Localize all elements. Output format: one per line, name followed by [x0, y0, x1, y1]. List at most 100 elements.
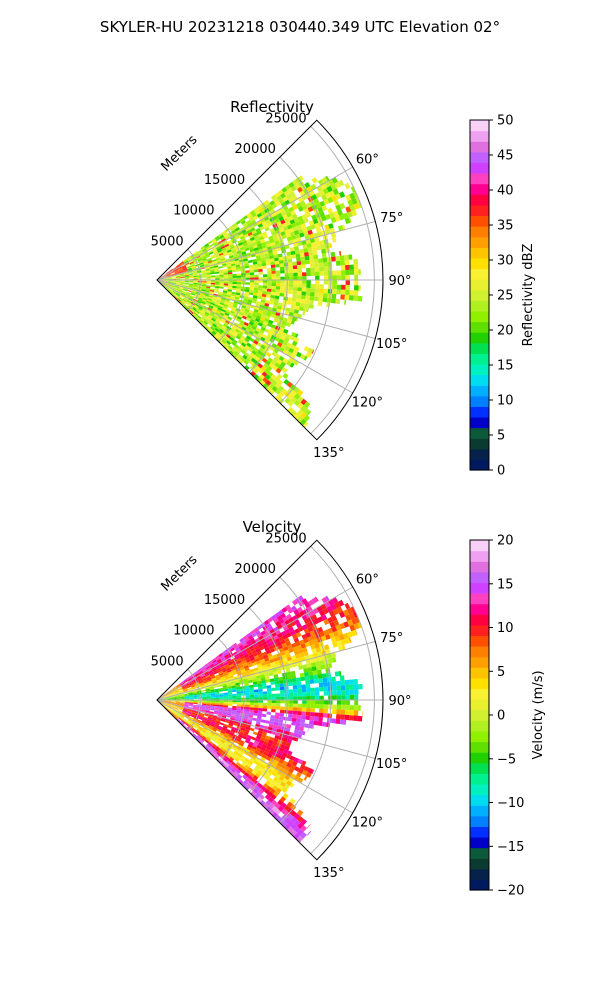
radar-gate [167, 698, 172, 700]
radar-gate [179, 691, 184, 694]
colorbar-swatch [470, 162, 489, 174]
radar-gate [297, 402, 304, 410]
radar-gate [297, 758, 304, 765]
radar-gate [236, 318, 241, 323]
radar-gate [241, 704, 246, 707]
radar-gate [242, 767, 248, 773]
radar-gate [201, 709, 206, 712]
radar-gate [232, 671, 238, 676]
radar-gate [225, 245, 231, 250]
radar-gate [200, 730, 205, 735]
radar-gate [244, 785, 250, 791]
radar-gate [294, 628, 300, 634]
radar-gate [225, 740, 230, 745]
radar-gate [262, 702, 268, 706]
radar-gate [353, 678, 358, 685]
radar-gate [244, 263, 249, 267]
radar-gate [185, 293, 190, 297]
radar-gate [202, 697, 207, 699]
radar-gate [164, 706, 169, 710]
azimuth-spoke [156, 699, 353, 814]
radar-gate [335, 624, 342, 631]
radar-gate [255, 365, 261, 372]
radar-gate [199, 263, 205, 266]
radar-gate [189, 310, 194, 315]
radar-gate [260, 257, 266, 261]
radar-gate [248, 264, 254, 268]
radar-gate [284, 649, 290, 655]
radar-gate [291, 222, 297, 228]
radar-gate [261, 241, 267, 246]
radar-gate [295, 333, 299, 338]
radar-gate [345, 206, 352, 213]
radar-gate [232, 275, 237, 278]
radar-gate [280, 276, 285, 280]
radar-gate [354, 689, 359, 695]
radar-gate [222, 344, 228, 349]
radar-gate [250, 748, 256, 753]
radar-gate [241, 725, 247, 729]
radar-gate [174, 689, 179, 692]
radar-gate [165, 285, 170, 289]
radar-gate [340, 709, 346, 715]
radar-gate [209, 673, 215, 677]
radar-gate [281, 808, 288, 815]
radar-gate [276, 632, 283, 638]
radar-gate [240, 266, 245, 269]
radar-gate [288, 692, 294, 697]
radar-gate [205, 731, 210, 736]
radar-gate [236, 266, 241, 270]
radar-gate [203, 669, 208, 674]
radar-gate [218, 725, 223, 729]
radar-gate [282, 737, 288, 743]
radar-gate [235, 308, 241, 312]
radar-gate [303, 775, 308, 781]
radar-gate [232, 693, 237, 696]
radar-gate [309, 773, 312, 778]
colorbar-swatch [470, 635, 489, 647]
radar-gate [179, 261, 184, 265]
radar-gate [223, 288, 228, 292]
radar-gate [211, 317, 216, 322]
radar-gate [192, 286, 198, 289]
radar-gate [192, 692, 198, 695]
radar-gate [240, 727, 246, 731]
radar-gate [276, 195, 283, 201]
radar-gate [308, 304, 314, 309]
radar-gate [205, 723, 210, 727]
radar-gate [191, 291, 196, 294]
azimuth-tick-label: 105° [376, 337, 407, 352]
radar-gate [315, 661, 321, 667]
radar-gate [234, 757, 240, 762]
radar-gate [277, 644, 284, 650]
radar-gate [276, 212, 283, 218]
radar-gate [315, 691, 320, 696]
radar-gate [248, 246, 254, 250]
radar-gate [318, 678, 323, 683]
radar-gate [213, 241, 218, 245]
radar-gate [180, 280, 185, 282]
radar-gate [271, 289, 276, 293]
radar-gate [171, 695, 176, 697]
radar-gate [172, 290, 177, 294]
radar-gate [225, 320, 230, 325]
radar-gate [300, 412, 307, 419]
radar-gate [242, 675, 248, 680]
radar-gate [249, 282, 255, 286]
radar-gate [218, 242, 224, 246]
radar-gate [216, 299, 221, 303]
radar-gate [255, 647, 261, 653]
radar-gate [300, 392, 304, 397]
radar-gate [312, 670, 318, 676]
radar-gate [270, 313, 276, 319]
radar-gate [256, 240, 262, 245]
radar-gate [232, 700, 237, 703]
radar-gate [161, 283, 166, 287]
radar-gate [163, 701, 168, 702]
radar-gate [163, 281, 168, 283]
radar-gate [204, 672, 209, 676]
radar-gate [211, 750, 217, 755]
radar-gate [177, 290, 182, 294]
radar-gate [339, 202, 346, 210]
radar-gate [249, 702, 255, 706]
